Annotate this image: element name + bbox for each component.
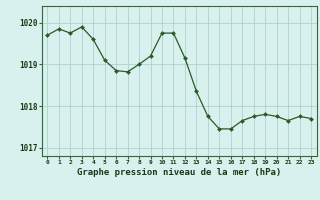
- X-axis label: Graphe pression niveau de la mer (hPa): Graphe pression niveau de la mer (hPa): [77, 168, 281, 177]
